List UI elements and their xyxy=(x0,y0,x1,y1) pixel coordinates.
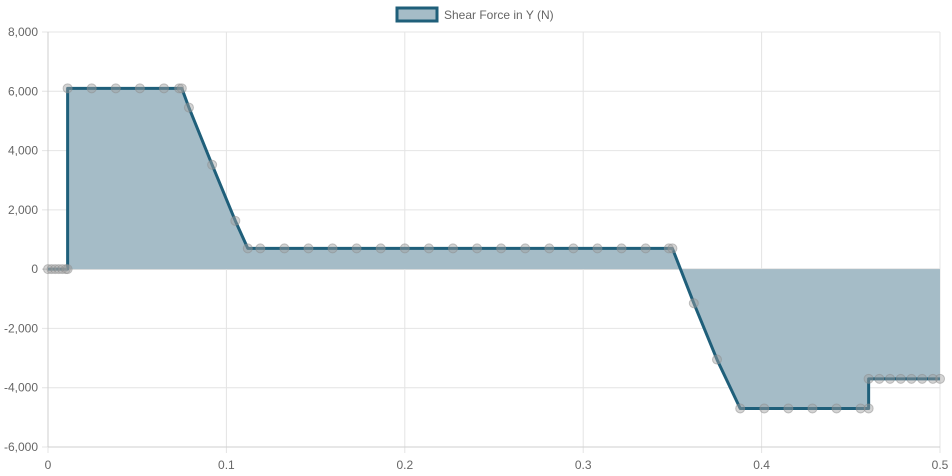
data-point[interactable] xyxy=(874,373,885,384)
data-point[interactable] xyxy=(62,264,73,275)
data-point[interactable] xyxy=(496,243,507,254)
data-point[interactable] xyxy=(592,243,603,254)
data-point[interactable] xyxy=(863,373,874,384)
data-point[interactable] xyxy=(885,373,896,384)
data-point[interactable] xyxy=(667,243,678,254)
data-point[interactable] xyxy=(520,243,531,254)
y-tick-label: -2,000 xyxy=(4,321,38,335)
y-tick-label: 2,000 xyxy=(8,203,38,217)
data-point[interactable] xyxy=(640,243,651,254)
data-point[interactable] xyxy=(855,403,866,414)
data-point[interactable] xyxy=(50,264,61,275)
x-tick-label: 0 xyxy=(45,458,52,472)
data-point[interactable] xyxy=(917,373,928,384)
x-tick-label: 0.5 xyxy=(932,458,949,472)
y-tick-label: 6,000 xyxy=(8,84,38,98)
data-point[interactable] xyxy=(688,298,699,309)
legend[interactable]: Shear Force in Y (N) xyxy=(395,6,554,23)
data-point[interactable] xyxy=(712,354,722,365)
data-point[interactable] xyxy=(279,243,290,254)
data-point[interactable] xyxy=(351,243,362,254)
y-tick-label: 8,000 xyxy=(8,25,38,39)
area-layer xyxy=(48,86,940,410)
data-point[interactable] xyxy=(906,373,917,384)
data-point[interactable] xyxy=(230,215,241,226)
data-point[interactable] xyxy=(110,83,121,94)
data-point[interactable] xyxy=(927,373,938,384)
legend-label: Shear Force in Y (N) xyxy=(444,8,554,22)
points-layer xyxy=(43,83,945,414)
data-point[interactable] xyxy=(183,102,194,113)
data-point[interactable] xyxy=(158,83,169,94)
x-tick-label: 0.3 xyxy=(575,458,592,472)
legend-swatch xyxy=(395,6,439,23)
data-point[interactable] xyxy=(57,264,68,275)
data-point[interactable] xyxy=(544,243,555,254)
data-point[interactable] xyxy=(327,243,338,254)
data-point[interactable] xyxy=(174,83,185,94)
data-point[interactable] xyxy=(62,83,73,94)
data-point[interactable] xyxy=(399,243,410,254)
data-point[interactable] xyxy=(472,243,483,254)
data-point[interactable] xyxy=(568,243,579,254)
data-point[interactable] xyxy=(863,403,874,414)
x-tick-label: 0.2 xyxy=(396,458,413,472)
data-point[interactable] xyxy=(831,403,842,414)
data-point[interactable] xyxy=(134,83,145,94)
x-axis: 0 0.1 0.2 0.3 0.4 0.5 xyxy=(45,458,949,472)
y-axis: 8,000 6,000 4,000 2,000 0 -2,000 -4,000 -6,000 xyxy=(4,25,38,454)
data-point[interactable] xyxy=(255,243,266,254)
data-point[interactable] xyxy=(935,373,945,384)
data-point[interactable] xyxy=(759,403,770,414)
data-point[interactable] xyxy=(303,243,314,254)
data-point[interactable] xyxy=(447,243,458,254)
data-point[interactable] xyxy=(176,83,187,94)
data-point[interactable] xyxy=(46,264,57,275)
data-point[interactable] xyxy=(895,373,906,384)
data-point[interactable] xyxy=(663,243,674,254)
y-tick-label: -6,000 xyxy=(4,440,38,454)
data-point[interactable] xyxy=(735,403,746,414)
data-point[interactable] xyxy=(242,243,253,254)
data-point[interactable] xyxy=(423,243,434,254)
data-point[interactable] xyxy=(86,83,97,94)
data-point[interactable] xyxy=(807,403,818,414)
y-tick-label: 0 xyxy=(31,262,38,276)
data-point[interactable] xyxy=(375,243,386,254)
data-point[interactable] xyxy=(616,243,627,254)
data-point[interactable] xyxy=(783,403,794,414)
data-point[interactable] xyxy=(207,159,218,170)
shear-area-fill xyxy=(48,88,940,409)
x-tick-label: 0.1 xyxy=(218,458,235,472)
x-tick-label: 0.4 xyxy=(753,458,770,472)
y-tick-label: 4,000 xyxy=(8,144,38,158)
data-point[interactable] xyxy=(43,264,53,275)
y-tick-label: -4,000 xyxy=(4,381,38,395)
